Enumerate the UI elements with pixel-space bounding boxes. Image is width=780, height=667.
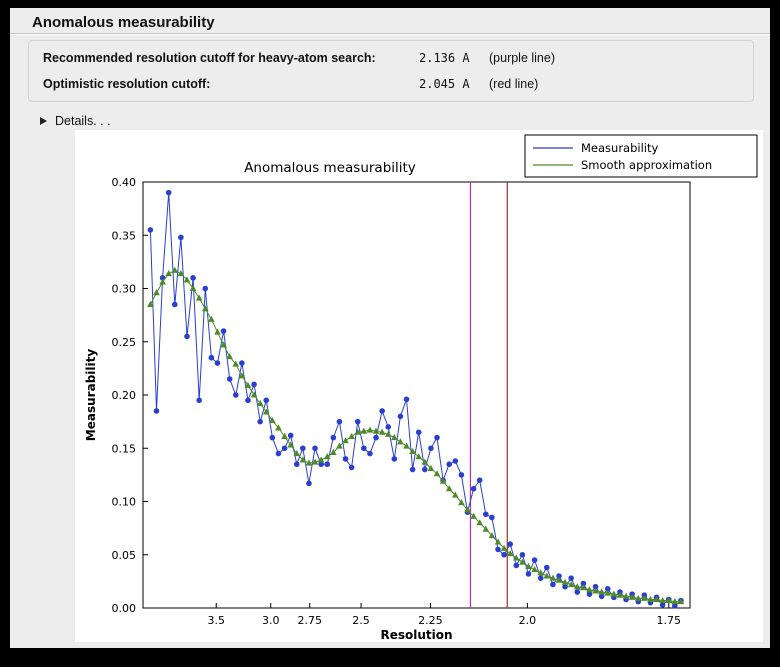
svg-text:2.25: 2.25 — [418, 614, 443, 627]
details-label: Details. . . — [55, 114, 111, 128]
cutoff-info-box: Recommended resolution cutoff for heavy-… — [28, 40, 754, 102]
anomalous-measurability-window: Anomalous measurability Recommended reso… — [10, 8, 770, 648]
svg-text:2.75: 2.75 — [297, 614, 322, 627]
svg-text:3.5: 3.5 — [207, 614, 225, 627]
details-disclosure[interactable]: Details. . . — [40, 112, 111, 130]
disclosure-triangle-icon — [40, 117, 47, 125]
svg-text:0.20: 0.20 — [112, 389, 137, 402]
page-title: Anomalous measurability — [32, 14, 215, 31]
svg-text:Measurability: Measurability — [84, 349, 98, 442]
svg-text:0.10: 0.10 — [112, 496, 137, 509]
svg-text:0.30: 0.30 — [112, 283, 137, 296]
optimistic-cutoff-label: Optimistic resolution cutoff: — [43, 77, 211, 91]
titlebar: Anomalous measurability — [10, 8, 770, 31]
title-divider — [10, 33, 770, 35]
recommended-cutoff-value: 2.136 A — [419, 51, 470, 65]
optimistic-cutoff-value: 2.045 A — [419, 77, 470, 91]
recommended-cutoff-row: Recommended resolution cutoff for heavy-… — [43, 45, 753, 71]
optimistic-cutoff-note: (red line) — [489, 77, 539, 91]
svg-text:0.35: 0.35 — [112, 229, 137, 242]
optimistic-cutoff-row: Optimistic resolution cutoff: 2.045 A (r… — [43, 71, 753, 97]
svg-text:0.00: 0.00 — [112, 602, 137, 615]
svg-text:0.25: 0.25 — [112, 336, 137, 349]
svg-text:1.75: 1.75 — [657, 614, 682, 627]
svg-text:2.5: 2.5 — [352, 614, 370, 627]
svg-text:0.05: 0.05 — [112, 549, 137, 562]
plot-figure: Anomalous measurability 0.00 0.05 0.10 0.15 0… — [75, 130, 763, 642]
svg-text:0.15: 0.15 — [112, 442, 137, 455]
svg-text:Measurability: Measurability — [581, 141, 658, 155]
svg-text:2.0: 2.0 — [519, 614, 537, 627]
recommended-cutoff-label: Recommended resolution cutoff for heavy-… — [43, 51, 376, 65]
svg-text:Anomalous measurability: Anomalous measurability — [244, 160, 416, 176]
svg-text:Smooth approximation: Smooth approximation — [581, 158, 712, 172]
svg-text:3.0: 3.0 — [262, 614, 280, 627]
svg-text:0.40: 0.40 — [112, 176, 137, 189]
svg-text:Resolution: Resolution — [380, 628, 452, 642]
measurability-chart: Anomalous measurability 0.00 0.05 0.10 0.15 0… — [75, 130, 763, 642]
recommended-cutoff-note: (purple line) — [489, 51, 556, 65]
